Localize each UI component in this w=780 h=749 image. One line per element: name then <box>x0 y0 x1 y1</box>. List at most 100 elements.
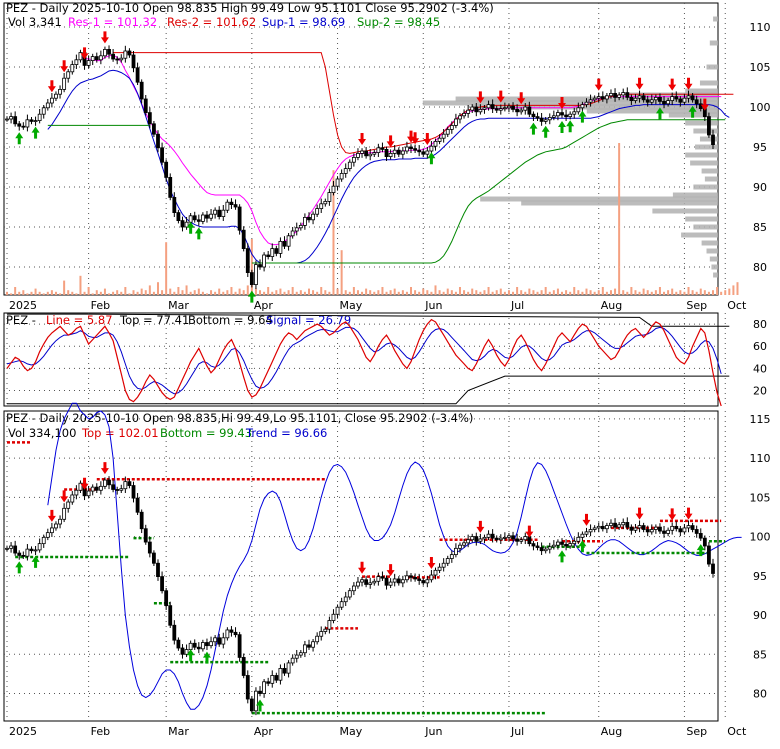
panel1-candle-body <box>637 95 642 99</box>
panel1-candle-body <box>600 96 605 100</box>
panel1-volume-bar <box>573 287 576 295</box>
panel3-ytick-label: 105 <box>750 491 771 504</box>
panel3-candle-body <box>98 485 103 491</box>
panel1-candle-body <box>5 118 9 121</box>
panel1-volume-bar <box>352 287 355 295</box>
panel1-volume-bar <box>271 291 274 295</box>
panel1-down-arrow <box>476 91 485 104</box>
panel3-xtick-label: Sep <box>686 725 707 738</box>
panel1-volume-bar <box>6 291 8 295</box>
panel1-candle-body <box>290 230 295 237</box>
panel1-volume-bar <box>316 291 319 295</box>
panel1-candle-body <box>49 97 54 104</box>
panel1-volume-bar <box>438 290 441 295</box>
chart-marks-layer: 80 85 90 95 100 105 110 2025 Feb Mar Apr May Jun Jul A… <box>3 2 771 738</box>
panel1-candle-body <box>176 212 181 222</box>
panel1-volume-bar <box>630 287 633 295</box>
panel1-candle-body <box>547 117 552 121</box>
panel1-volume-bar <box>405 291 408 295</box>
panel1-candle-body <box>633 97 638 101</box>
panel3-candle-body <box>290 657 295 664</box>
panel3-candle-body <box>9 545 13 549</box>
panel1-volume-bar <box>246 285 249 295</box>
panel3-candle-body <box>490 533 495 539</box>
panel1-volume-bar <box>512 291 515 295</box>
panel1-volume-bar <box>365 288 368 295</box>
panel3-candle-body <box>470 536 475 541</box>
panel1-volume-bar <box>22 290 25 295</box>
panel3-candle-body <box>547 546 552 550</box>
panel1-up-arrow <box>688 105 697 118</box>
panel1-volume-bar <box>707 291 710 295</box>
panel1-volume-bar <box>499 288 502 295</box>
panel1-ytick-label: 110 <box>750 21 771 34</box>
panel3-candle-body <box>115 489 120 491</box>
panel3-candle-body <box>41 536 46 545</box>
panel3-candle-body <box>139 511 144 530</box>
panel1-res1-label: Res-1 = 101.32 <box>68 15 157 29</box>
panel3-xtick-label: Aug <box>601 725 622 738</box>
panel1-candle-body <box>417 149 422 153</box>
panel1-candle-body <box>498 108 503 111</box>
panel3-candle-body <box>156 562 160 577</box>
panel1-down-arrow <box>358 133 367 145</box>
panel3-down-arrow <box>635 507 644 520</box>
panel1-volume-bar <box>414 290 417 295</box>
panel1-candle-body <box>184 221 189 228</box>
panel1-volume-bar <box>422 288 425 295</box>
panel1-candle-body <box>682 97 687 103</box>
panel3-candle-body <box>670 525 675 531</box>
panel3-candle-body <box>502 536 507 539</box>
panel1-up-arrow <box>427 152 436 165</box>
panel3-candle-body <box>241 657 246 676</box>
panel3-candle-body <box>131 485 136 499</box>
panel1-candle-body <box>41 107 46 115</box>
panel3-candle-body <box>539 547 544 552</box>
panel1-volume-profile-bar <box>709 256 718 262</box>
panel1-volume-bar <box>561 291 564 295</box>
panel1-candle-body <box>523 106 528 111</box>
panel3-candle-body <box>600 525 605 530</box>
panel1-candle-body <box>458 115 462 120</box>
panel3-candle-body <box>21 555 26 557</box>
panel3-candle-body <box>662 530 666 534</box>
panel3-candle-body <box>511 535 515 540</box>
panel3-up-arrow <box>256 699 265 712</box>
panel3-up-arrow <box>578 540 587 553</box>
panel1-candle-body <box>396 149 401 155</box>
panel1-candle-body <box>160 147 164 163</box>
panel1-volume-profile-bar <box>699 80 718 86</box>
panel3-down-arrow <box>525 525 534 538</box>
panel3-up-arrow <box>186 649 195 662</box>
panel3-candle-body <box>392 578 397 583</box>
panel1-candle-body <box>188 215 193 223</box>
panel1-ytick-label: 80 <box>753 261 767 274</box>
panel3-candle-body <box>437 566 442 571</box>
panel1-volume-bar <box>626 291 629 295</box>
panel1-candle-body <box>245 248 250 274</box>
panel1-xtick-label: Jun <box>424 299 442 312</box>
panel1-candle-body <box>98 55 103 61</box>
panel3-candle-body <box>180 647 185 655</box>
panel3-down-arrow <box>100 462 109 475</box>
panel3-candle-body <box>343 596 348 603</box>
panel1-candle-body <box>17 123 22 127</box>
panel1-candle-body <box>405 146 409 152</box>
panel1-candle-body <box>303 216 307 226</box>
panel1-down-arrow <box>47 80 56 93</box>
panel1-volume-bar <box>83 291 86 295</box>
panel3-candle-body <box>388 581 393 586</box>
panel1-volume-bar <box>728 288 731 295</box>
panel1-volume-bar <box>87 287 90 295</box>
panel1-candle-body <box>392 149 397 154</box>
panel1-volume-bar <box>679 290 682 295</box>
panel3-candle-body <box>568 543 573 547</box>
panel1-candle-body <box>413 148 417 151</box>
panel3-ytick-label: 110 <box>750 452 771 465</box>
panel1-up-arrow <box>578 110 587 123</box>
panel3-up-arrow <box>696 544 705 557</box>
panel1-candle-body <box>237 206 242 231</box>
panel1-candle-body <box>29 119 34 122</box>
panel2-ytick-label: 40 <box>753 362 767 375</box>
panel1-volume-bar <box>475 290 478 295</box>
